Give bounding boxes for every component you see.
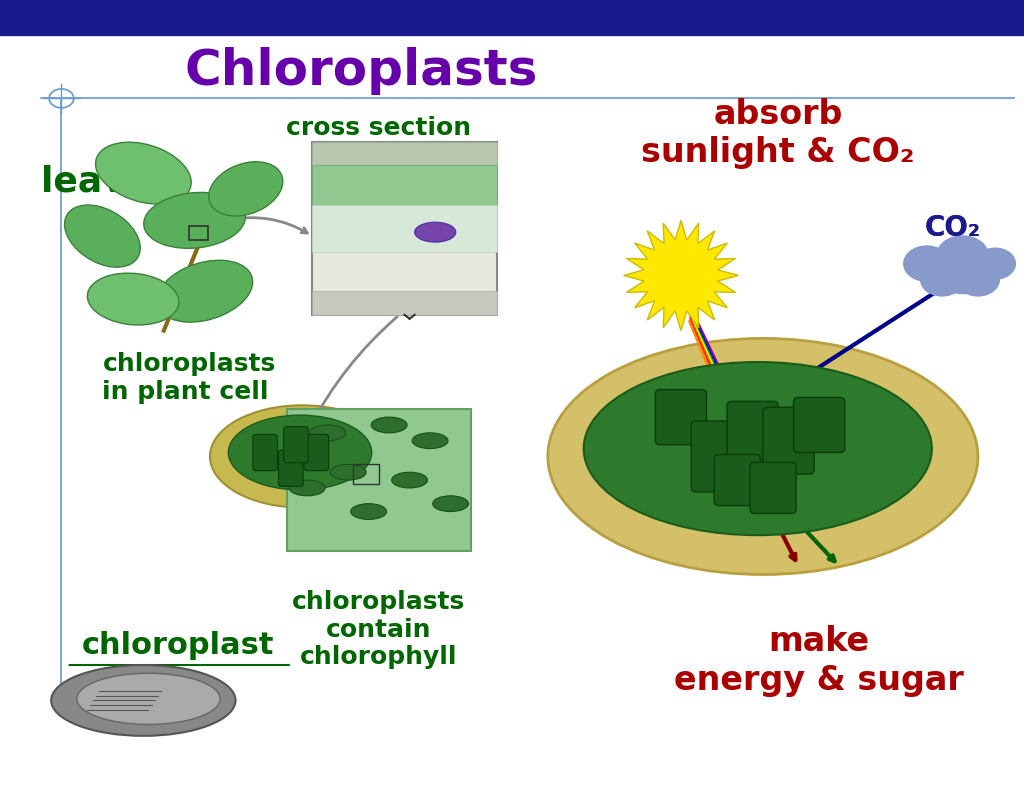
Ellipse shape: [584, 362, 932, 535]
Bar: [312, 291, 497, 315]
FancyBboxPatch shape: [794, 397, 845, 453]
FancyBboxPatch shape: [727, 401, 778, 464]
Bar: [312, 142, 497, 165]
FancyBboxPatch shape: [715, 455, 760, 506]
Ellipse shape: [228, 416, 372, 490]
Ellipse shape: [330, 464, 367, 480]
Ellipse shape: [87, 273, 179, 325]
Text: cross section
of leaf: cross section of leaf: [287, 116, 471, 168]
Text: chloroplasts
in plant cell: chloroplasts in plant cell: [102, 352, 275, 404]
FancyBboxPatch shape: [750, 463, 797, 514]
Ellipse shape: [371, 417, 408, 433]
Text: make
energy & sugar: make energy & sugar: [675, 626, 964, 696]
FancyBboxPatch shape: [655, 390, 707, 445]
Text: CO₂: CO₂: [925, 214, 980, 242]
FancyBboxPatch shape: [284, 427, 308, 463]
Circle shape: [921, 263, 964, 296]
Ellipse shape: [309, 425, 346, 441]
Circle shape: [934, 249, 991, 294]
Ellipse shape: [209, 162, 283, 216]
FancyBboxPatch shape: [763, 408, 814, 474]
Ellipse shape: [157, 260, 253, 322]
Text: chloroplasts
contain
chlorophyll: chloroplasts contain chlorophyll: [292, 589, 466, 670]
Text: chloroplast: chloroplast: [82, 631, 274, 660]
Bar: [189, 226, 208, 240]
Ellipse shape: [415, 223, 456, 242]
FancyBboxPatch shape: [279, 450, 303, 486]
Ellipse shape: [65, 205, 140, 267]
FancyBboxPatch shape: [304, 434, 329, 471]
Ellipse shape: [412, 433, 449, 449]
Ellipse shape: [95, 142, 191, 204]
Text: CO₂: CO₂: [925, 214, 980, 242]
Text: absorb
sunlight & CO₂: absorb sunlight & CO₂: [641, 98, 915, 169]
Circle shape: [904, 246, 949, 281]
Ellipse shape: [77, 674, 220, 724]
Bar: [312, 165, 497, 205]
FancyBboxPatch shape: [691, 421, 742, 492]
Circle shape: [975, 248, 1016, 279]
Ellipse shape: [548, 338, 978, 575]
Polygon shape: [624, 220, 738, 331]
Bar: [353, 464, 379, 484]
Ellipse shape: [391, 472, 428, 488]
Bar: [0, 0, 1024, 35]
Ellipse shape: [210, 405, 394, 508]
Bar: [312, 205, 497, 252]
Ellipse shape: [143, 192, 246, 249]
Ellipse shape: [350, 504, 387, 519]
Ellipse shape: [51, 665, 236, 736]
Circle shape: [956, 263, 999, 296]
FancyBboxPatch shape: [312, 142, 497, 315]
Text: Chloroplasts: Chloroplasts: [184, 47, 538, 94]
Text: leaves: leaves: [41, 164, 172, 198]
FancyBboxPatch shape: [287, 409, 471, 551]
Circle shape: [937, 236, 988, 275]
Ellipse shape: [432, 496, 469, 512]
Ellipse shape: [289, 480, 326, 496]
FancyBboxPatch shape: [253, 434, 278, 471]
